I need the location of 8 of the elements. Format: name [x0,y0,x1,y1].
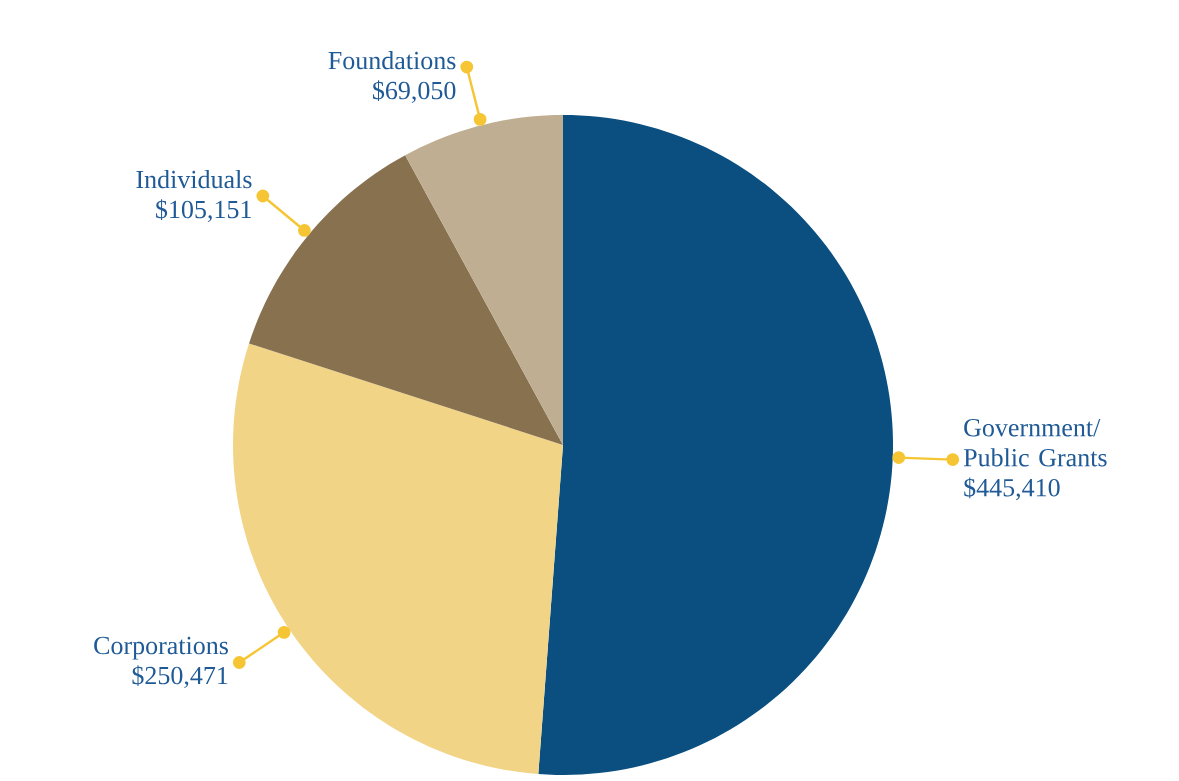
data-label: $445,410 [964,477,1060,501]
slice-label: Individuals [136,169,252,189]
slice-label: Corporations [94,636,228,660]
data-label: $69,050 [373,80,456,104]
slice-label: Government/ Public Grants [963,418,1107,467]
data-label: $105,151 [156,199,251,223]
slice-label: Foundations [328,51,456,70]
data-label: $250,471 [132,665,228,689]
